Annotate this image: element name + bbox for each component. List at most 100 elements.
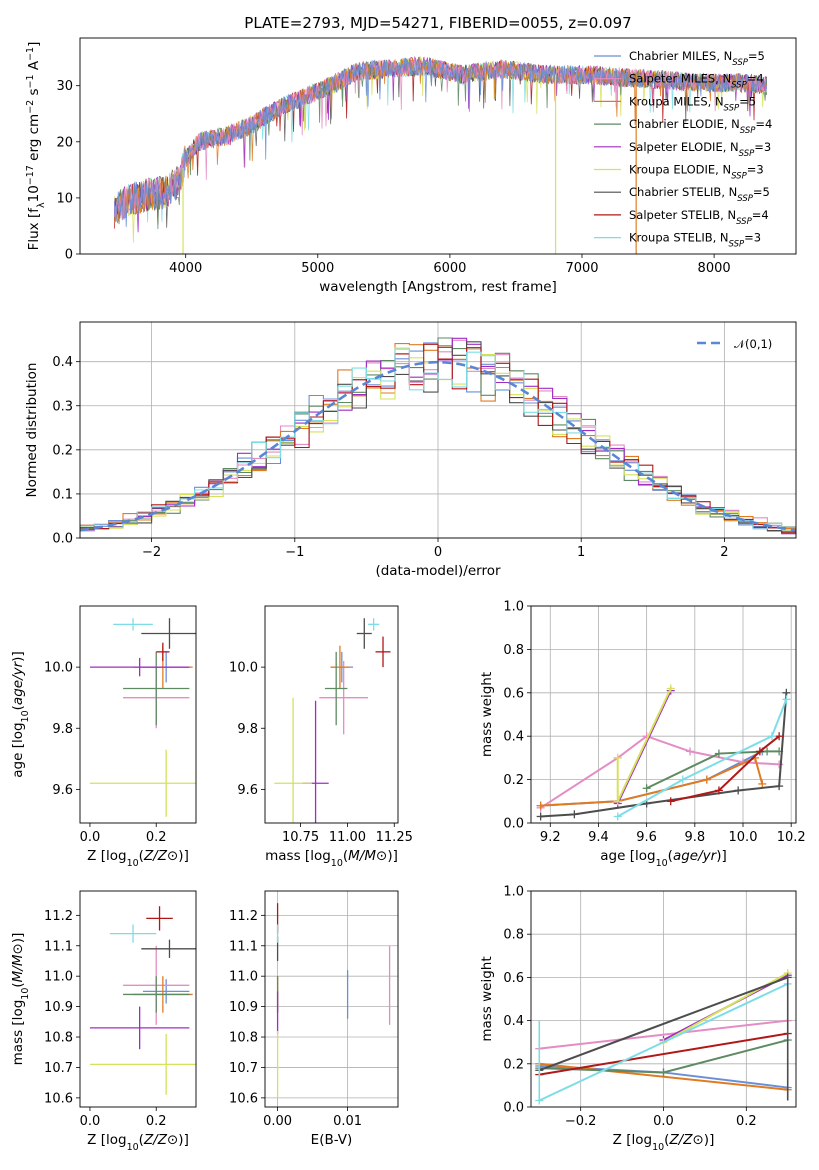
axes-frame bbox=[530, 605, 797, 824]
data-point bbox=[666, 684, 675, 693]
y-tick-label: 10.9 bbox=[229, 1000, 258, 1015]
x-tick-label: 10.2 bbox=[777, 830, 806, 845]
y-tick-label: 0.1 bbox=[52, 487, 73, 502]
data-point bbox=[666, 797, 675, 806]
data-point bbox=[702, 775, 711, 784]
data-point bbox=[570, 810, 579, 819]
x-tick-label: −0.2 bbox=[565, 1114, 597, 1129]
legend-label: Chabrier ELODIE, NSSP=4 bbox=[629, 117, 772, 136]
plot-area bbox=[535, 969, 792, 1105]
axes-frame bbox=[530, 890, 797, 1108]
legend-label: Salpeter ELODIE, NSSP=3 bbox=[629, 140, 771, 159]
y-tick-label: 10.9 bbox=[44, 1000, 73, 1015]
histogram-line bbox=[80, 348, 796, 531]
data-point bbox=[678, 775, 687, 784]
plot-area bbox=[113, 56, 768, 254]
series-line bbox=[670, 735, 780, 803]
y-tick-label: 0.2 bbox=[503, 1057, 524, 1072]
y-tick-label: 9.6 bbox=[52, 783, 73, 798]
y-tick-label: 9.6 bbox=[237, 783, 258, 798]
panel-mass_vs_ebv: 0.00 0.01 10.6 10.7 10.8 10.9 11.0 11.1 11.2 E(B-… bbox=[229, 890, 399, 1148]
series-line bbox=[616, 688, 672, 802]
x-axis-label: E(B-V) bbox=[311, 1132, 353, 1148]
x-tick-label: 1 bbox=[577, 545, 585, 560]
x-tick-label: 11.00 bbox=[329, 830, 366, 845]
y-tick-label: 10.0 bbox=[44, 661, 73, 676]
error-bar bbox=[89, 1033, 196, 1095]
x-tick-label: 0.2 bbox=[146, 1114, 167, 1129]
plot-area bbox=[89, 618, 196, 817]
x-tick-label: 9.6 bbox=[636, 830, 657, 845]
y-axis-label: mass [log10(M/M⊙)] bbox=[10, 933, 31, 1066]
y-tick-label: 10 bbox=[56, 191, 73, 206]
panel-age_vs_Z: 0.0 0.2 9.6 9.8 10.0 Z [log10(Z/Z⊙)] age [log1… bbox=[10, 605, 197, 869]
y-tick-label: 10.0 bbox=[229, 661, 258, 676]
series-line bbox=[540, 692, 788, 818]
x-axis-label: wavelength [Angstrom, rest frame] bbox=[319, 279, 557, 295]
y-tick-label: 0.4 bbox=[52, 355, 73, 370]
error-bar bbox=[141, 939, 196, 958]
axes-frame bbox=[79, 890, 197, 1108]
axes-frame bbox=[79, 605, 197, 824]
data-point bbox=[782, 695, 791, 704]
y-tick-label: 0.8 bbox=[503, 928, 524, 943]
error-bar bbox=[89, 1006, 190, 1050]
x-axis-label: (data-model)/error bbox=[375, 563, 501, 579]
y-tick-label: 10.6 bbox=[229, 1091, 258, 1106]
y-tick-label: 11.1 bbox=[229, 939, 258, 954]
x-tick-label: 11.25 bbox=[376, 830, 413, 845]
histogram-line bbox=[80, 341, 796, 533]
y-axis-label: Flux [fλ10−17 erg cm−2 s−1 A−1] bbox=[25, 42, 47, 251]
data-point bbox=[755, 747, 764, 756]
y-tick-label: 0.3 bbox=[52, 399, 73, 414]
y-tick-label: 10.7 bbox=[44, 1061, 73, 1076]
x-tick-label: 10.75 bbox=[282, 830, 319, 845]
y-tick-label: 10.8 bbox=[229, 1031, 258, 1046]
error-bar bbox=[109, 924, 157, 943]
axes-frame bbox=[79, 37, 797, 255]
x-tick-label: 0.2 bbox=[736, 1114, 757, 1129]
x-tick-label: −1 bbox=[285, 545, 304, 560]
x-axis-label: Z [log10(Z/Z⊙)] bbox=[613, 1132, 715, 1153]
y-tick-label: 0.4 bbox=[503, 1014, 524, 1029]
axes-frame bbox=[264, 605, 399, 824]
data-point bbox=[613, 797, 622, 806]
panel-age_vs_mass: 10.75 11.00 11.25 9.6 9.8 10.0 mass [log10(M/M… bbox=[229, 605, 413, 869]
error-bar bbox=[89, 749, 196, 817]
error-bar bbox=[89, 657, 190, 677]
data-point bbox=[613, 753, 622, 762]
gaussian-curve bbox=[80, 360, 796, 532]
y-tick-label: 0.4 bbox=[503, 730, 524, 745]
x-tick-label: 0.0 bbox=[80, 1114, 101, 1129]
error-bar bbox=[123, 651, 190, 726]
error-bar bbox=[146, 906, 173, 931]
data-point bbox=[775, 782, 784, 791]
panel-spectrum: 4000 5000 6000 7000 8000 0 10 20 30 PLATE=2793, M… bbox=[25, 14, 797, 295]
y-tick-label: 0.2 bbox=[52, 443, 73, 458]
error-bar bbox=[274, 697, 312, 823]
x-tick-label: 0.00 bbox=[263, 1114, 292, 1129]
y-tick-label: 30 bbox=[56, 79, 73, 94]
error-bar bbox=[123, 976, 190, 1013]
data-point bbox=[775, 732, 784, 741]
x-tick-label: 0 bbox=[434, 545, 442, 560]
x-axis-label: mass [log10(M/M⊙)] bbox=[265, 848, 398, 869]
x-axis-label: Z [log10(Z/Z⊙)] bbox=[87, 848, 189, 869]
panel-mass_vs_Z: 0.0 0.2 10.6 10.7 10.8 10.9 11.0 11.1 11.2 Z [log… bbox=[10, 890, 197, 1153]
data-point bbox=[734, 786, 743, 795]
y-tick-label: 10.6 bbox=[44, 1091, 73, 1106]
data-point bbox=[714, 786, 723, 795]
x-tick-label: 0.01 bbox=[333, 1114, 362, 1129]
spectrum-model-line bbox=[113, 57, 768, 228]
x-tick-label: 9.8 bbox=[684, 830, 705, 845]
data-point bbox=[659, 1068, 668, 1077]
x-tick-label: −2 bbox=[142, 545, 161, 560]
legend-label: Salpeter STELIB, NSSP=4 bbox=[629, 208, 769, 227]
x-tick-label: 0.0 bbox=[80, 830, 101, 845]
error-bar bbox=[368, 618, 380, 631]
error-bar bbox=[113, 618, 153, 631]
y-tick-label: 11.2 bbox=[229, 909, 258, 924]
series-line bbox=[539, 1032, 788, 1076]
y-tick-label: 9.8 bbox=[237, 722, 258, 737]
error-bar bbox=[330, 645, 350, 689]
